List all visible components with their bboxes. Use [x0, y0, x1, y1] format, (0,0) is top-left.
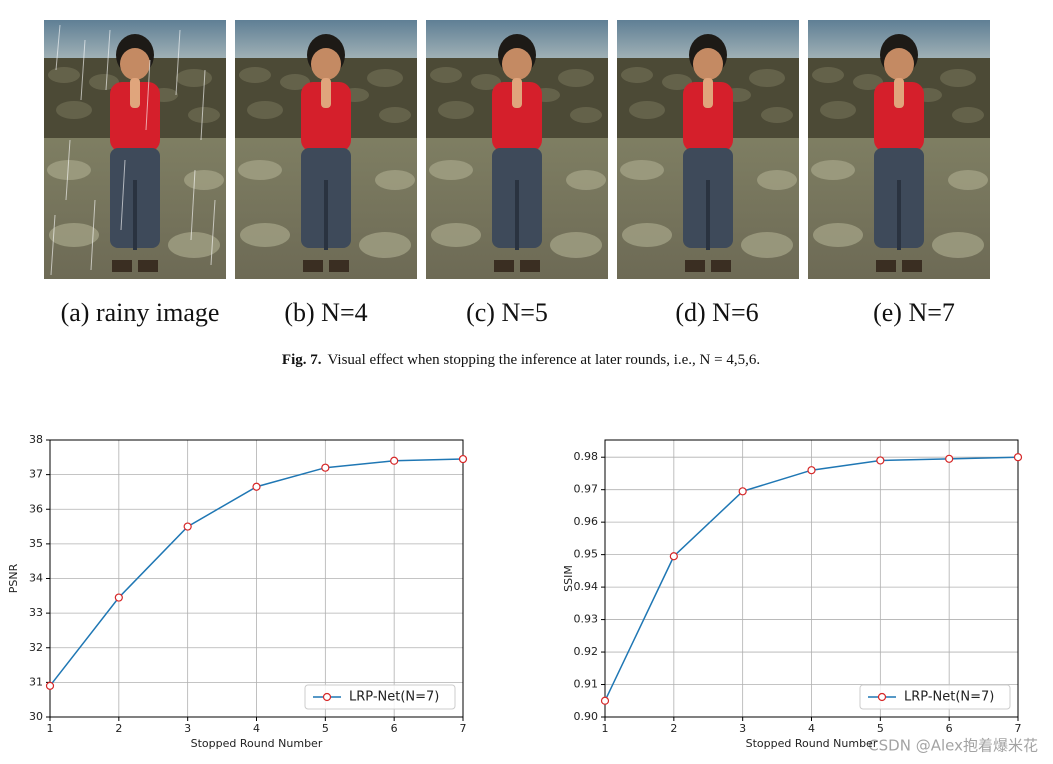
y-tick-label: 0.90 [574, 710, 599, 723]
y-tick-label: 0.95 [574, 548, 599, 561]
x-tick-label: 3 [184, 722, 191, 735]
data-point [738, 487, 747, 496]
legend-marker [322, 692, 332, 702]
y-tick-label: 38 [29, 433, 43, 446]
data-point [321, 463, 330, 472]
x-tick-label: 2 [670, 722, 677, 735]
y-tick-label: 36 [29, 502, 43, 515]
x-tick-label: 5 [322, 722, 329, 735]
y-tick-label: 0.96 [574, 515, 599, 528]
x-axis-label: Stopped Round Number [191, 737, 323, 750]
derained-image [808, 20, 990, 279]
y-tick-label: 35 [29, 537, 43, 550]
data-point [252, 482, 261, 491]
x-tick-label: 1 [47, 722, 54, 735]
derained-image [426, 20, 608, 279]
x-tick-label: 2 [115, 722, 122, 735]
data-point [600, 696, 610, 705]
plot-frame [49, 439, 464, 718]
y-tick-label: 33 [29, 606, 43, 619]
caption-label: Fig. 7. [282, 352, 322, 368]
x-tick-label: 4 [253, 722, 260, 735]
x-tick-label: 4 [808, 722, 815, 735]
data-point [458, 454, 468, 464]
legend-box [304, 684, 456, 710]
plot-frame [604, 439, 1019, 718]
data-point [183, 522, 192, 531]
x-tick-label: 1 [602, 722, 609, 735]
y-tick-label: 30 [29, 710, 43, 723]
derained-image [617, 20, 799, 279]
y-tick-label: 37 [29, 468, 43, 481]
data-point [807, 466, 816, 475]
y-tick-label: 34 [29, 572, 43, 585]
panel-label: (e) N=7 [873, 298, 955, 327]
panel-label: (d) N=6 [675, 298, 758, 327]
watermark: CSDN @Alex抱着爆米花 [868, 737, 1038, 755]
data-point [45, 681, 55, 690]
y-tick-label: 0.91 [574, 678, 599, 691]
x-axis-label: Stopped Round Number [746, 737, 878, 750]
data-point [876, 456, 885, 465]
rainy-image [44, 20, 226, 279]
x-tick-label: 3 [739, 722, 746, 735]
y-tick-label: 31 [29, 675, 43, 688]
figure-caption: Fig. 7. Visual effect when stopping the i… [282, 352, 760, 368]
derained-image [235, 20, 417, 279]
x-tick-label: 7 [460, 722, 467, 735]
panel-label: (c) N=5 [466, 298, 548, 327]
y-tick-label: 0.97 [574, 483, 599, 496]
data-point [114, 593, 123, 602]
y-tick-label: 0.98 [574, 450, 599, 463]
y-axis-label: PSNR [7, 563, 20, 593]
rain-streaks [50, 24, 216, 276]
y-tick-label: 0.93 [574, 613, 599, 626]
caption-text: Visual effect when stopping the inferenc… [328, 352, 761, 368]
x-tick-label: 6 [391, 722, 398, 735]
data-point [945, 454, 954, 463]
data-point [669, 552, 678, 561]
y-tick-label: 0.94 [574, 580, 599, 593]
data-point [390, 456, 399, 465]
x-tick-label: 6 [946, 722, 953, 735]
x-tick-label: 5 [877, 722, 884, 735]
y-tick-label: 32 [29, 641, 43, 654]
data-point [1013, 453, 1023, 462]
legend-label: LRP-Net(N=7) [349, 690, 439, 705]
legend-box [859, 684, 1011, 710]
y-tick-label: 0.92 [574, 645, 599, 658]
legend-label: LRP-Net(N=7) [904, 690, 994, 705]
panel-label: (b) N=4 [284, 298, 367, 327]
legend-marker [877, 692, 887, 702]
y-axis-label: SSIM [562, 565, 575, 592]
x-tick-label: 7 [1015, 722, 1022, 735]
panel-label: (a) rainy image [61, 298, 220, 327]
